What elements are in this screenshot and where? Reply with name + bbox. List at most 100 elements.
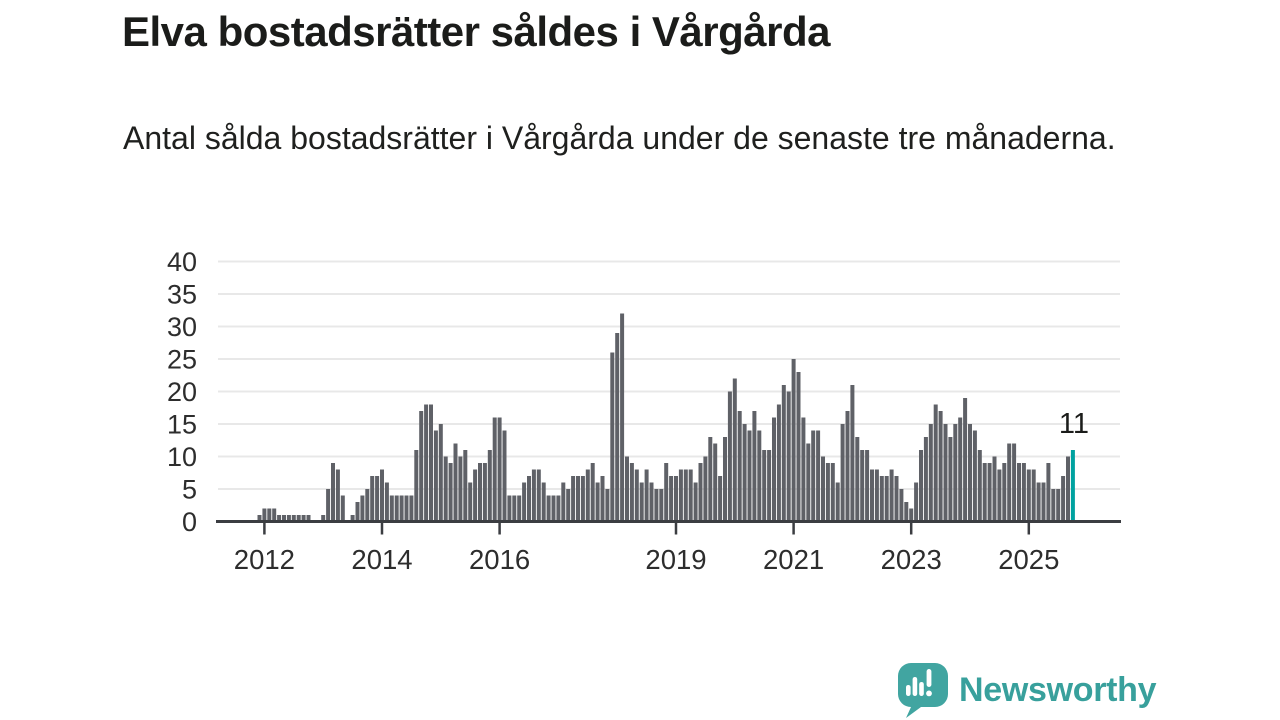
bar	[561, 482, 566, 522]
y-axis-label: 15	[167, 410, 197, 440]
bar	[301, 515, 306, 522]
bar	[772, 417, 776, 522]
bar	[674, 476, 678, 522]
bar	[830, 463, 835, 522]
bar	[610, 352, 615, 522]
bar	[458, 456, 463, 522]
bar	[502, 430, 507, 522]
bar	[1021, 463, 1026, 522]
bar	[580, 476, 585, 522]
bar	[360, 495, 365, 522]
y-axis-label: 5	[182, 475, 197, 505]
x-axis-label: 2012	[234, 544, 295, 575]
bar	[1012, 443, 1017, 522]
bar	[649, 482, 654, 522]
bar	[865, 450, 870, 522]
bar	[718, 476, 723, 522]
x-axis-label: 2016	[469, 544, 530, 575]
bar	[1041, 482, 1046, 522]
bar	[899, 489, 904, 522]
bar	[757, 430, 762, 522]
highlight-bar	[1070, 450, 1075, 522]
bar	[982, 463, 987, 522]
x-axis-label: 2014	[351, 544, 412, 575]
bar	[331, 463, 335, 522]
bar	[737, 411, 742, 522]
bar	[791, 359, 796, 522]
chart-axis-labels: 2012 2014 2016 2019 2021 2023 2025051015202530…	[167, 247, 1059, 575]
bar	[576, 476, 580, 522]
bar	[409, 495, 414, 522]
bar	[306, 515, 311, 522]
bar	[1051, 489, 1056, 522]
bar	[507, 495, 512, 522]
bar	[904, 502, 909, 522]
bar	[713, 443, 718, 522]
bar	[870, 469, 874, 522]
bar	[992, 456, 997, 522]
bar	[933, 404, 938, 522]
bar	[683, 469, 688, 522]
bar	[620, 313, 625, 522]
bar	[742, 424, 747, 522]
bar	[1007, 443, 1012, 522]
bar	[1002, 463, 1007, 522]
chart-subtitle: Antal sålda bostadsrätter i Vårgårda und…	[123, 120, 1116, 156]
bar	[703, 456, 708, 522]
bar	[380, 469, 384, 522]
bar	[433, 430, 438, 522]
bar	[419, 411, 424, 522]
bar	[512, 495, 517, 522]
bar	[414, 450, 419, 522]
bar	[708, 437, 713, 522]
mini-barchart-icon	[906, 677, 924, 696]
y-axis-label: 25	[167, 345, 197, 375]
bar	[286, 515, 291, 522]
bar	[522, 482, 527, 522]
bar	[335, 469, 340, 522]
bar	[963, 398, 968, 522]
bar	[590, 463, 595, 522]
bar	[600, 476, 605, 522]
bar	[473, 469, 478, 522]
bar	[595, 482, 600, 522]
bar	[556, 495, 561, 522]
x-axis-label: 2021	[763, 544, 824, 575]
bar	[644, 469, 649, 522]
bar	[272, 508, 277, 522]
bar	[1026, 469, 1031, 522]
bar	[664, 463, 669, 522]
bar	[463, 450, 468, 522]
bar	[478, 463, 482, 522]
bar	[267, 508, 272, 522]
bar	[453, 443, 458, 522]
bar	[1061, 476, 1066, 522]
bar	[541, 482, 546, 522]
bar	[874, 469, 879, 522]
bar	[424, 404, 429, 522]
bar	[762, 450, 767, 522]
bar	[845, 411, 850, 522]
bar	[958, 417, 963, 522]
bar	[776, 404, 781, 522]
bar	[389, 495, 394, 522]
bar	[1046, 463, 1051, 522]
bar	[394, 495, 399, 522]
bar	[448, 463, 453, 522]
bar	[571, 476, 576, 522]
newsworthy-logo-text: Newsworthy	[959, 670, 1157, 709]
newsworthy-bubble-icon	[898, 663, 948, 718]
bar	[257, 515, 262, 522]
bar	[698, 463, 703, 522]
bar	[615, 333, 620, 522]
bar	[531, 469, 536, 522]
bar	[669, 476, 674, 522]
bar	[821, 456, 825, 522]
bar	[1036, 482, 1041, 522]
bar	[860, 450, 865, 522]
bar	[659, 489, 664, 522]
bar	[781, 385, 786, 522]
chart-axes	[216, 520, 1121, 535]
bar	[786, 391, 791, 522]
y-axis-label: 40	[167, 247, 197, 277]
